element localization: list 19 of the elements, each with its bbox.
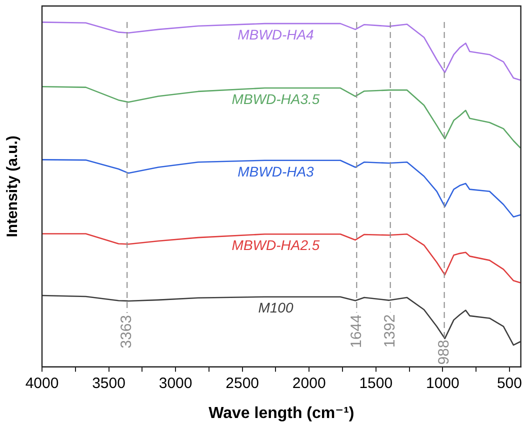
series-label: M100 <box>258 300 294 316</box>
series-label: MBWD-HA2.5 <box>232 237 320 254</box>
y-axis-title: Intensity (a.u.) <box>4 136 22 238</box>
ref-line-label: 988 <box>435 340 452 365</box>
ref-line-label: 3363 <box>118 314 136 348</box>
x-tick-label: 4000 <box>25 374 59 392</box>
x-tick-label: 500 <box>496 374 522 392</box>
x-tick-label: 2000 <box>292 374 326 392</box>
series-label: MBWD-HA4 <box>238 26 314 42</box>
series-label: MBWD-HA3 <box>238 163 314 180</box>
x-tick-label: 1500 <box>359 374 393 392</box>
x-tick-label: 3000 <box>158 374 192 392</box>
x-axis-title: Wave length (cm⁻¹) <box>208 404 354 422</box>
x-tick-label: 2500 <box>226 374 260 392</box>
ref-line-label: 1644 <box>348 314 365 348</box>
ref-line-label: 1392 <box>381 314 398 348</box>
x-tick-label: 1000 <box>426 374 460 392</box>
series-label: MBWD-HA3.5 <box>232 90 320 107</box>
x-tick-label: 3500 <box>92 374 126 392</box>
